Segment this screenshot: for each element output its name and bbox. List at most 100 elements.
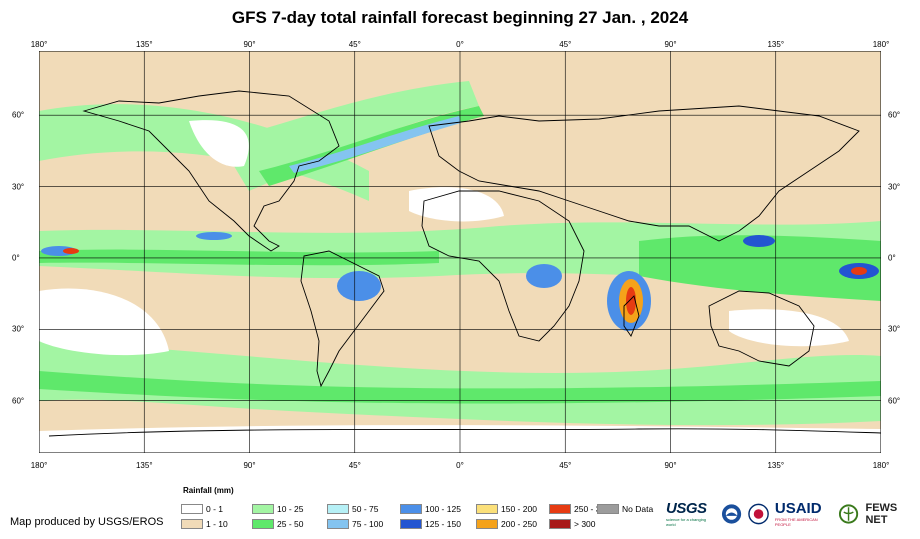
antarctica-outline xyxy=(48,428,881,437)
usgs-logo: USGS science for a changing world xyxy=(666,500,715,527)
latitude-label-right: 60° xyxy=(888,396,901,406)
legend-item: 1 - 10 xyxy=(181,518,228,529)
legend-label: 125 - 150 xyxy=(425,518,461,529)
legend-item: No Data xyxy=(597,503,653,514)
legend-swatch xyxy=(400,503,422,514)
legend-item: 250 - 300 xyxy=(549,503,610,514)
south-pacific-dry xyxy=(39,288,169,356)
noaa-seal-icon xyxy=(721,503,741,524)
latitude-label-left: 30° xyxy=(12,324,25,334)
central-america-heavy xyxy=(196,232,232,240)
legend-label: 250 - 300 xyxy=(574,503,610,514)
usaid-logo: USAID FROM THE AMERICAN PEOPLE xyxy=(775,500,833,527)
legend-swatch xyxy=(327,503,349,514)
africa-outline xyxy=(421,190,585,342)
usaid-seal-icon xyxy=(747,503,769,524)
philippines-heavy xyxy=(743,235,775,247)
north-atlantic-rain-zone xyxy=(219,81,479,191)
rainfall-map xyxy=(39,51,881,453)
longitude-label-top: 45° xyxy=(559,40,572,49)
legend-swatch xyxy=(181,503,203,514)
legend-label: > 300 xyxy=(574,518,596,529)
usgs-wordmark: USGS xyxy=(666,500,707,517)
legend-swatch xyxy=(252,518,274,529)
longitude-label-top: 180° xyxy=(30,40,48,49)
longitude-label-bottom: 45° xyxy=(559,461,572,470)
longitude-label-bottom: 135° xyxy=(135,461,153,470)
legend-item: 10 - 25 xyxy=(252,503,303,514)
map-title: GFS 7-day total rainfall forecast beginn… xyxy=(231,8,689,27)
legend-swatch xyxy=(476,503,498,514)
legend-swatch xyxy=(327,518,349,529)
north-pacific-rain-zone xyxy=(39,104,369,201)
warm-pool-band xyxy=(639,235,881,301)
longitude-label-top: 45° xyxy=(348,40,361,49)
legend-label: 50 - 75 xyxy=(352,503,379,514)
central-africa-heavy xyxy=(526,264,562,288)
legend-item: 100 - 125 xyxy=(400,503,461,514)
legend-item: 0 - 1 xyxy=(181,503,223,514)
legend-item: > 300 xyxy=(549,518,596,529)
itcz-band xyxy=(39,249,439,266)
legend-label: 25 - 50 xyxy=(277,518,304,529)
latitude-label-right: 60° xyxy=(888,110,901,120)
longitude-label-bottom: 0° xyxy=(456,461,464,470)
fews-net-icon xyxy=(839,503,859,524)
latitude-label-right: 30° xyxy=(888,182,901,192)
legend-swatch xyxy=(549,503,571,514)
longitude-label-bottom: 90° xyxy=(243,461,256,470)
legend-label: 1 - 10 xyxy=(206,518,228,529)
legend-item: 150 - 200 xyxy=(476,503,537,514)
logo-strip: USGS science for a changing world USAID … xyxy=(666,500,920,527)
latitude-label-left: 60° xyxy=(12,110,25,120)
australia-outline xyxy=(708,290,815,367)
longitude-label-bottom: 180° xyxy=(30,461,48,470)
longitude-label-top: 90° xyxy=(664,40,677,49)
legend-swatch xyxy=(549,518,571,529)
north-america-outline xyxy=(82,90,340,252)
longitude-label-bottom: 45° xyxy=(348,461,361,470)
latitude-label-left: 60° xyxy=(12,396,25,406)
legend-item: 125 - 150 xyxy=(400,518,461,529)
madagascar-extreme xyxy=(626,287,636,315)
legend-label: 75 - 100 xyxy=(352,518,384,529)
legend-item: 200 - 250 xyxy=(476,518,537,529)
latitude-label-left: 30° xyxy=(12,182,25,192)
legend-label: 200 - 250 xyxy=(501,518,537,529)
graticule xyxy=(39,51,881,453)
longitude-label-top: 0° xyxy=(456,40,464,49)
legend-swatch xyxy=(400,518,422,529)
legend-item: 25 - 50 xyxy=(252,518,303,529)
latitude-label-right: 30° xyxy=(888,324,901,334)
fews-net-wordmark: FEWS NET xyxy=(865,501,898,526)
legend-label: 150 - 200 xyxy=(501,503,537,514)
legend-swatch xyxy=(476,518,498,529)
longitude-label-bottom: 90° xyxy=(664,461,677,470)
south-america-outline xyxy=(300,250,385,388)
legend-label: 0 - 1 xyxy=(206,503,224,514)
longitude-label-bottom: 180° xyxy=(872,461,890,470)
legend-label: No Data xyxy=(622,503,654,514)
amazon-heavy xyxy=(337,271,381,301)
longitude-label-top: 180° xyxy=(872,40,890,49)
longitude-label-bottom: 135° xyxy=(767,461,785,470)
east-pacific-extreme xyxy=(63,248,79,254)
madagascar-outline xyxy=(623,295,640,337)
legend-item: 50 - 75 xyxy=(327,503,378,514)
legend-swatch xyxy=(597,503,619,514)
legend-item: 75 - 100 xyxy=(327,518,383,529)
latitude-label-left: 0° xyxy=(12,253,20,263)
spcz-extreme xyxy=(851,267,867,275)
usaid-tagline: FROM THE AMERICAN PEOPLE xyxy=(774,517,818,527)
latitude-label-right: 0° xyxy=(888,253,896,263)
map-credit: Map produced by USGS/EROS xyxy=(10,516,164,528)
north-pacific-dry xyxy=(189,120,249,167)
longitude-label-top: 90° xyxy=(243,40,256,49)
legend-swatch xyxy=(252,503,274,514)
legend-label: 100 - 125 xyxy=(425,503,461,514)
atlantic-dry xyxy=(409,187,504,222)
legend-label: 10 - 25 xyxy=(277,503,304,514)
australia-dry xyxy=(729,309,849,347)
usgs-tagline: science for a changing world xyxy=(666,517,707,527)
longitude-label-top: 135° xyxy=(135,40,153,49)
